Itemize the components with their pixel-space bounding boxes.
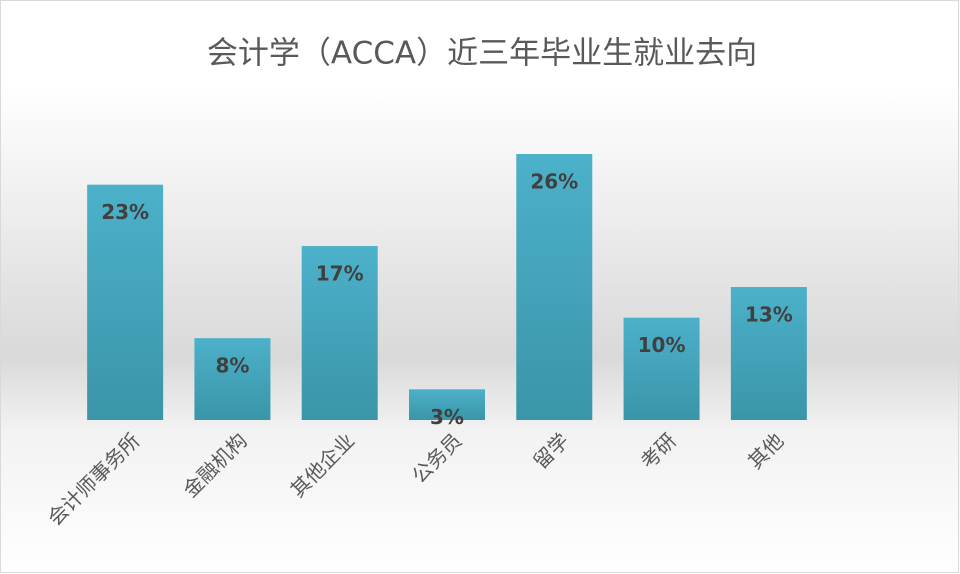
bar	[409, 389, 485, 420]
chart-title: 会计学（ACCA）近三年毕业生就业去向	[207, 36, 757, 72]
value-label: 8%	[215, 354, 249, 378]
bar	[516, 154, 593, 420]
value-label: 10%	[638, 333, 686, 357]
value-label: 13%	[745, 303, 793, 327]
bar	[194, 338, 271, 420]
value-label: 26%	[530, 170, 578, 194]
value-label: 23%	[101, 200, 149, 224]
bar	[87, 184, 164, 420]
bar	[301, 246, 378, 420]
value-label: 17%	[316, 262, 364, 286]
bar	[623, 317, 700, 420]
value-label: 3%	[430, 405, 464, 429]
bar	[730, 287, 807, 420]
